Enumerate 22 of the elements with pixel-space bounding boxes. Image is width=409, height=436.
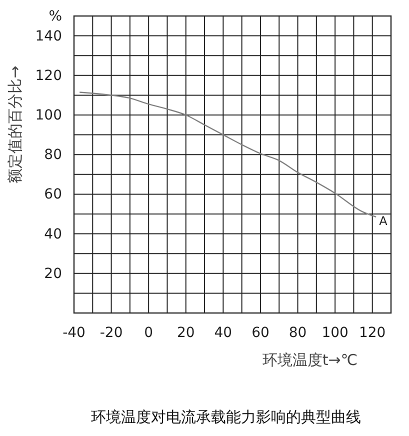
annotation: A <box>379 214 388 228</box>
y-tick-label: 40 <box>44 226 62 242</box>
x-tick-label: 20 <box>176 324 195 341</box>
x-tick-label: 60 <box>252 324 270 341</box>
line-series <box>78 92 377 218</box>
y-tick-label: % <box>48 8 62 24</box>
y-tick-label: 100 <box>35 107 62 124</box>
x-tick-label: -20 <box>100 324 123 341</box>
y-tick-label: 80 <box>44 147 62 164</box>
x-tick-label: -40 <box>62 324 86 341</box>
x-tick-label: 120 <box>358 324 386 341</box>
y-tick-label: 140 <box>35 28 62 44</box>
y-tick-label: 20 <box>44 266 62 282</box>
x-tick-label: 40 <box>214 324 232 341</box>
x-axis-title: 环境温度t→℃ <box>262 351 358 369</box>
y-tick-label: 120 <box>35 68 62 84</box>
text: 环境温度对电流承载能力影响的典型曲线 <box>91 408 361 426</box>
x-tick-label: 0 <box>144 324 154 341</box>
y-axis-title: 额定值的百分比→ <box>6 66 24 184</box>
x-tick-label: 100 <box>322 324 348 341</box>
x-tick-label: 80 <box>288 324 307 341</box>
y-tick-label: 60 <box>44 186 62 203</box>
